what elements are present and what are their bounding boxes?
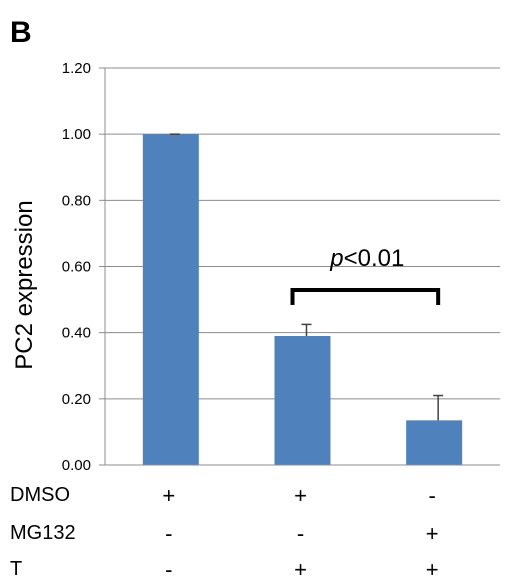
condition-mark: + (294, 557, 307, 580)
y-tick-label: 0.40 (62, 325, 91, 342)
y-tick-label: 0.00 (62, 457, 91, 474)
condition-mark: - (165, 521, 172, 546)
condition-mark: + (426, 557, 439, 580)
condition-mark: + (294, 483, 307, 508)
bar (142, 134, 199, 465)
axes (99, 68, 500, 466)
y-tick-label: 0.60 (62, 259, 91, 276)
condition-label: MG132 (10, 522, 76, 544)
y-tick-label: 1.20 (62, 60, 91, 77)
panel-label: B (10, 16, 32, 49)
bars (142, 134, 463, 465)
condition-label: T (10, 558, 22, 580)
y-tick-label: 0.20 (62, 391, 91, 408)
condition-mark: + (426, 521, 439, 546)
condition-mark: - (429, 483, 436, 508)
y-tick-labels: 0.00 0.20 0.40 0.60 0.80 1.00 1.20 (62, 60, 91, 474)
significance-bracket (290, 288, 441, 305)
p-symbol: p (329, 245, 343, 272)
y-axis-label: PC2 expression (11, 200, 38, 369)
bar (406, 420, 463, 465)
condition-label: DMSO (10, 484, 70, 506)
condition-table: DMSO + + - MG132 - - + T - + + (10, 483, 439, 580)
condition-mark: - (165, 557, 172, 580)
y-tick-label: 0.80 (62, 192, 91, 209)
condition-mark: - (297, 521, 304, 546)
error-bars (169, 133, 444, 421)
y-tick-label: 1.00 (62, 126, 91, 143)
p-threshold: <0.01 (344, 245, 405, 272)
p-value-label: p<0.01 (329, 245, 404, 272)
condition-mark: + (162, 483, 175, 508)
significance-annotation: p<0.01 (290, 245, 441, 305)
bar (274, 335, 331, 465)
